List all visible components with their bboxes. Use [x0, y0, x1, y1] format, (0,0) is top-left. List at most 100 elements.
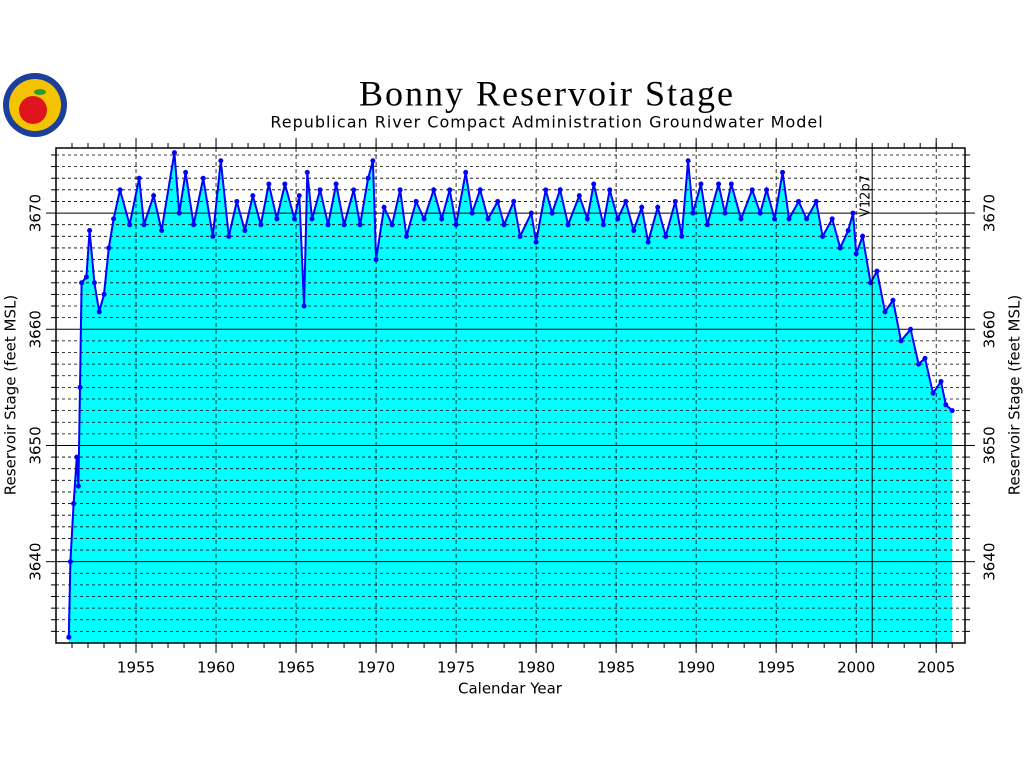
- point: [87, 228, 93, 233]
- point: [922, 355, 928, 361]
- point: [850, 210, 856, 216]
- y-tick-label-right: 3640: [981, 543, 999, 581]
- area: [68, 152, 953, 643]
- point: [274, 216, 280, 222]
- x-axis-label: Calendar Year: [458, 680, 563, 698]
- point: [67, 559, 73, 565]
- point: [716, 181, 722, 187]
- point: [431, 187, 437, 193]
- point: [820, 233, 826, 239]
- point: [804, 216, 810, 222]
- point: [557, 187, 563, 193]
- y-tick-label: 3670: [27, 194, 45, 232]
- point: [218, 158, 224, 164]
- point: [607, 187, 613, 193]
- point: [517, 233, 523, 239]
- point: [615, 216, 621, 222]
- x-tick-label: 2005: [917, 659, 955, 677]
- point: [908, 326, 914, 332]
- point: [813, 198, 819, 204]
- point: [301, 303, 307, 309]
- y-tick-label: 3660: [27, 310, 45, 348]
- point: [75, 483, 81, 489]
- point: [341, 222, 347, 228]
- point: [91, 280, 97, 286]
- x-tick-label: 1985: [597, 659, 635, 677]
- point: [351, 187, 357, 193]
- point: [591, 181, 597, 187]
- point: [117, 187, 123, 193]
- point: [511, 198, 517, 204]
- x-tick-label: 1990: [677, 659, 715, 677]
- point: [127, 222, 133, 228]
- point: [949, 408, 955, 414]
- point: [890, 297, 896, 303]
- point: [829, 216, 835, 222]
- point: [439, 216, 445, 222]
- annotation-text: V12p7: [859, 175, 874, 217]
- point: [728, 181, 734, 187]
- point: [365, 175, 371, 181]
- point: [600, 222, 606, 228]
- point: [501, 222, 507, 228]
- point: [780, 169, 786, 175]
- point: [549, 210, 555, 216]
- point: [543, 187, 549, 193]
- point: [631, 228, 637, 233]
- point: [485, 216, 491, 222]
- point: [141, 222, 147, 228]
- point: [533, 239, 539, 245]
- x-tick-label: 1995: [757, 659, 795, 677]
- point: [381, 204, 387, 210]
- point: [242, 228, 248, 233]
- point: [389, 222, 395, 228]
- point: [860, 233, 866, 239]
- point: [645, 239, 651, 245]
- point: [333, 181, 339, 187]
- point: [698, 181, 704, 187]
- point: [477, 187, 483, 193]
- point: [469, 210, 475, 216]
- x-tick-label: 2000: [837, 659, 875, 677]
- x-tick-label: 1970: [357, 659, 395, 677]
- chart-title: Bonny Reservoir Stage: [359, 73, 735, 113]
- point: [447, 187, 453, 193]
- point: [943, 402, 949, 408]
- point: [672, 198, 678, 204]
- point: [584, 216, 590, 222]
- x-tick-label: 1960: [197, 659, 235, 677]
- point: [786, 216, 792, 222]
- point: [176, 210, 182, 216]
- y-axis-label: Reservoir Stage (feet MSL): [2, 295, 20, 495]
- point: [882, 309, 888, 315]
- point: [258, 222, 264, 228]
- point: [704, 222, 710, 228]
- y-tick-label-right: 3670: [981, 194, 999, 232]
- point: [663, 233, 669, 239]
- point: [764, 187, 770, 193]
- point: [111, 216, 117, 222]
- point: [853, 251, 859, 257]
- point: [623, 198, 629, 204]
- point: [397, 187, 403, 193]
- point: [495, 198, 501, 204]
- x-tick-label: 1980: [517, 659, 555, 677]
- point: [77, 384, 83, 390]
- point: [71, 501, 77, 507]
- x-tick-label: 1955: [117, 659, 155, 677]
- y-tick-label-right: 3650: [981, 426, 999, 464]
- point: [79, 280, 85, 286]
- point: [453, 222, 459, 228]
- point: [749, 187, 755, 193]
- logo: [3, 73, 67, 137]
- point: [317, 187, 323, 193]
- point: [874, 268, 880, 274]
- point: [296, 193, 302, 199]
- point: [304, 169, 310, 175]
- point: [183, 169, 189, 175]
- point: [373, 257, 379, 263]
- point: [639, 204, 645, 210]
- point: [106, 245, 112, 251]
- y-tick-label: 3640: [27, 543, 45, 581]
